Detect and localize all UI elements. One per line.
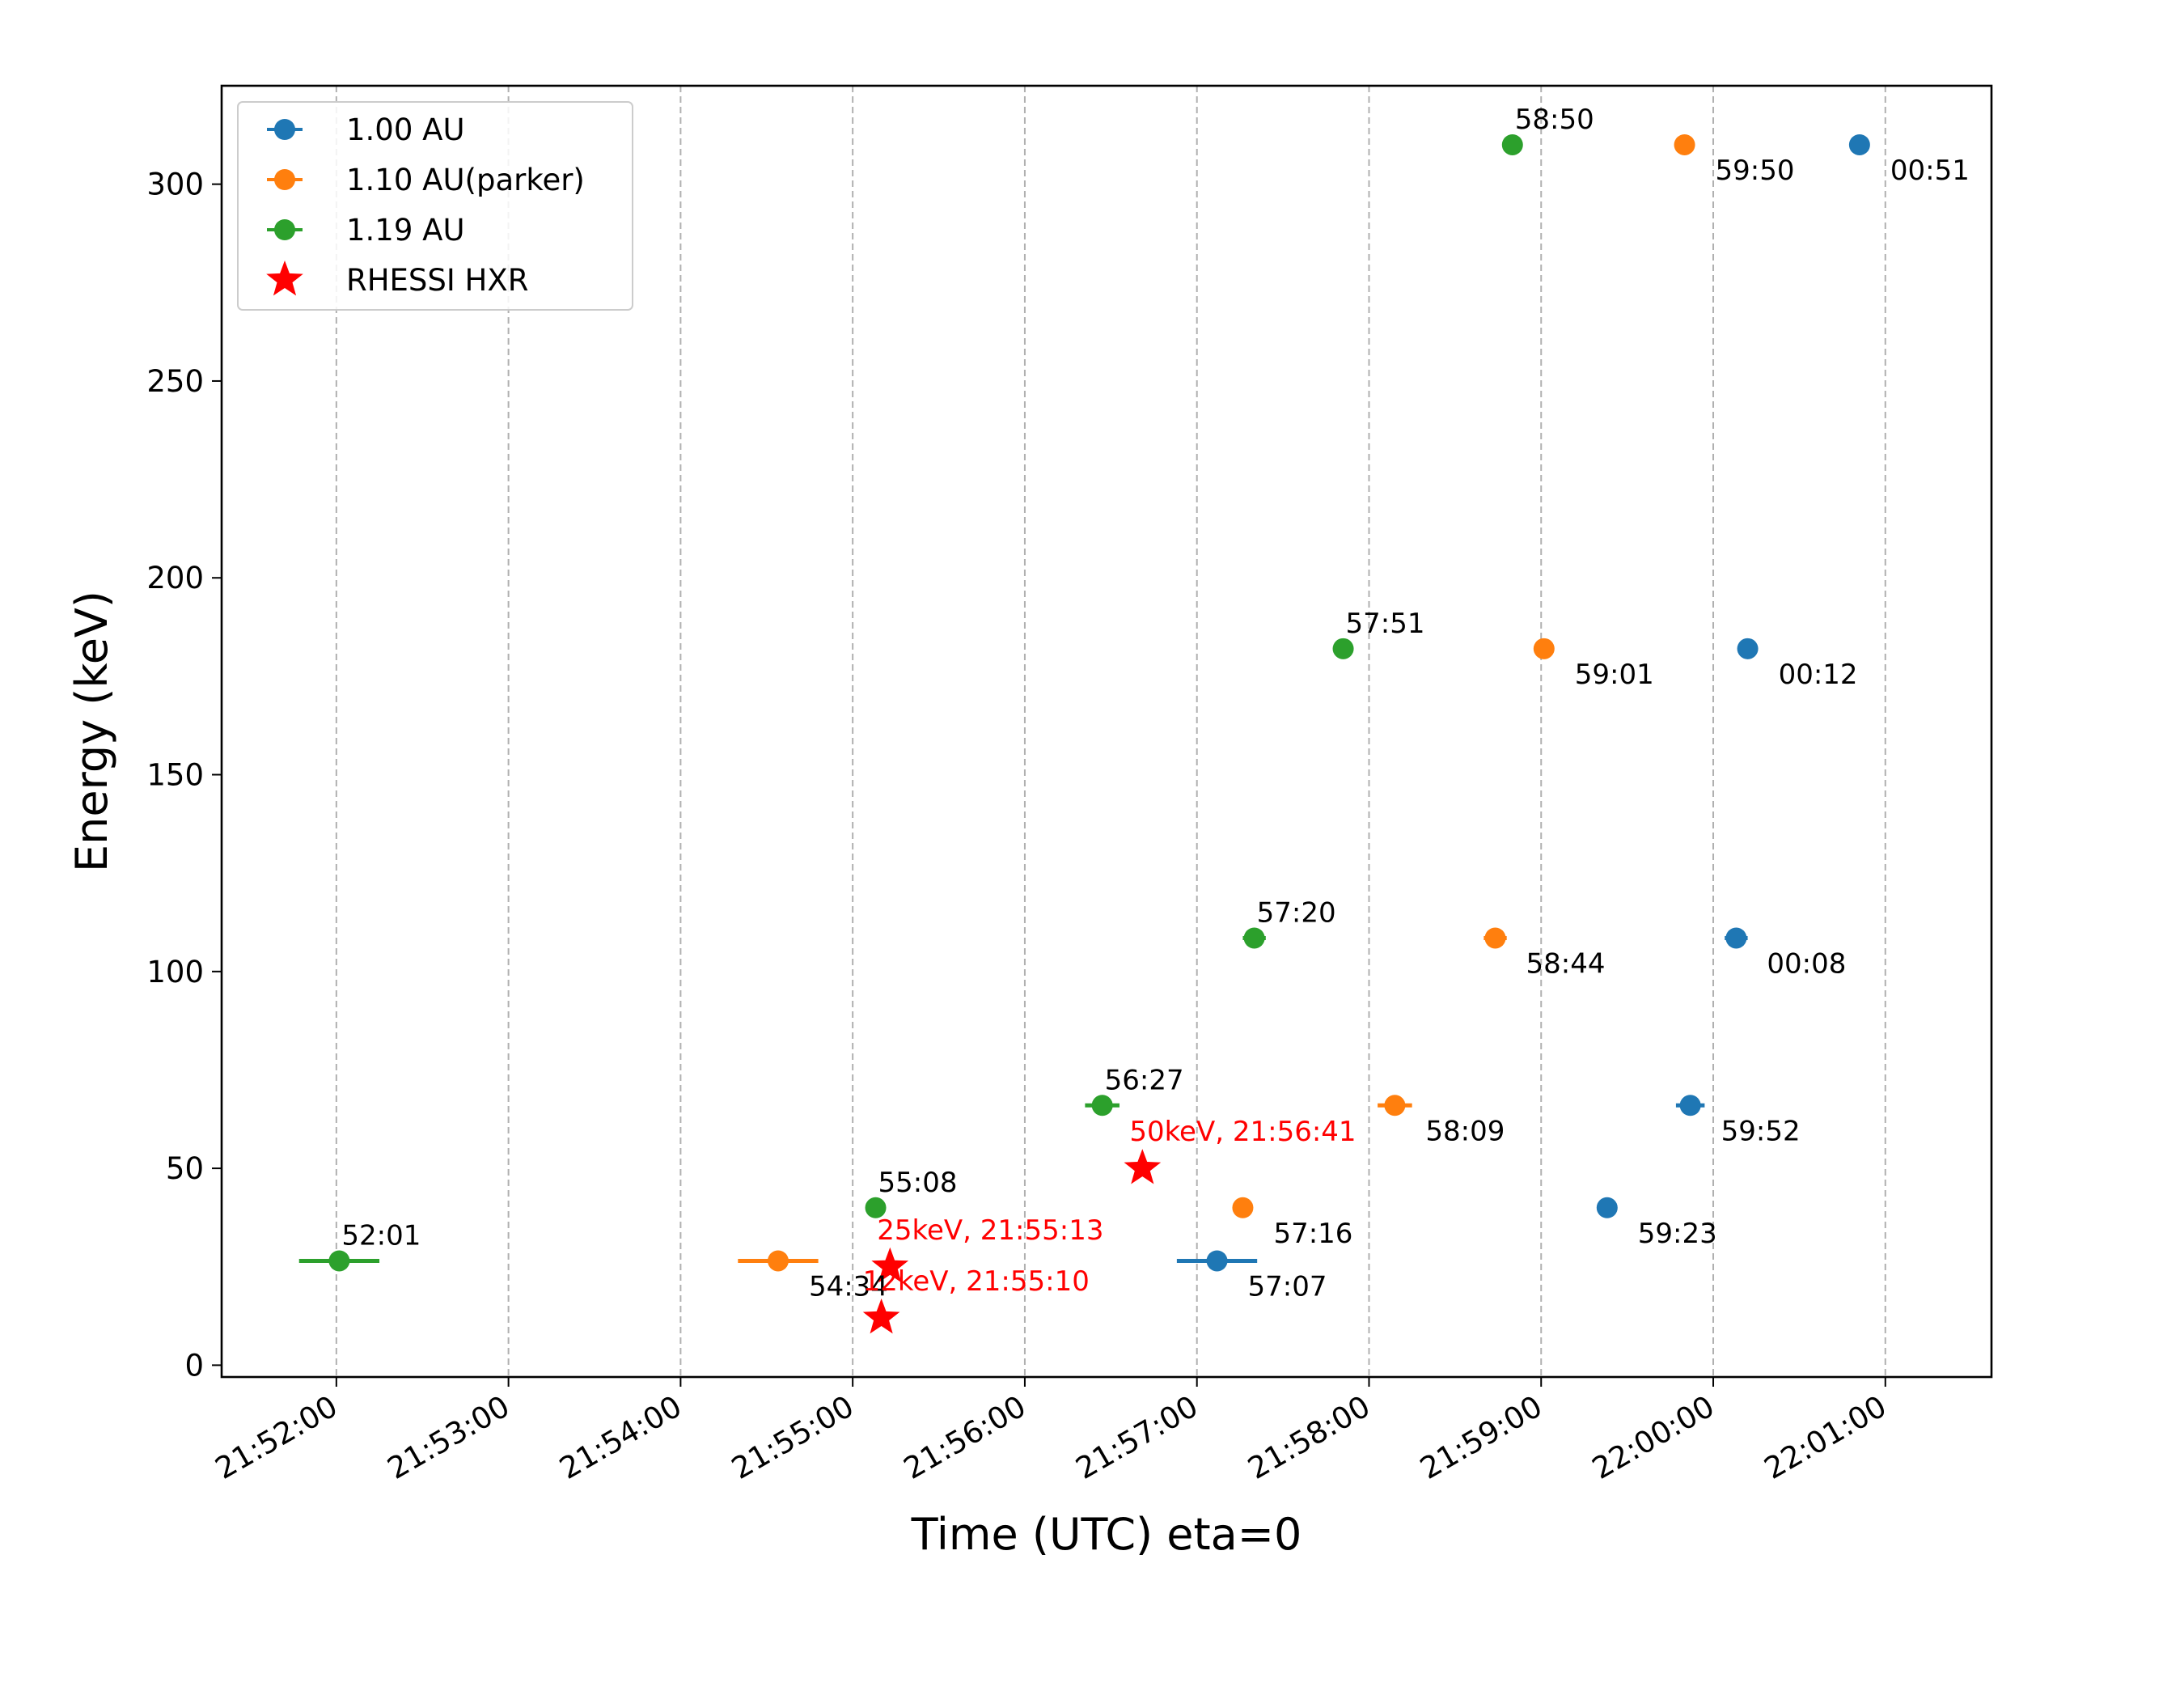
data-point [865, 1197, 887, 1218]
point-label: 57:20 [1257, 896, 1336, 929]
legend: 1.00 AU 1.10 AU(parker) 1.19 AU RHESSI HXR [237, 101, 633, 311]
hxr-star-marker [871, 1247, 909, 1283]
data-point [1725, 927, 1747, 949]
hxr-point-label: 50keV, 21:56:41 [1129, 1116, 1356, 1148]
legend-marker [274, 219, 295, 240]
y-axis-ticks: 0 50 100 150 200 250 300 [146, 167, 222, 1383]
hxr-star-marker [862, 1299, 900, 1334]
data-point [1737, 638, 1759, 659]
point-label: 00:12 [1779, 659, 1858, 691]
data-point [1596, 1197, 1618, 1218]
legend-marker [274, 119, 295, 140]
data-point [1206, 1250, 1228, 1272]
point-label: 57:16 [1273, 1218, 1352, 1250]
data-point [1091, 1095, 1113, 1116]
point-label: 57:51 [1346, 608, 1425, 640]
hxr-point-label: 12keV, 21:55:10 [863, 1265, 1090, 1298]
point-label: 59:01 [1575, 659, 1654, 691]
legend-label: RHESSI HXR [346, 263, 528, 298]
data-point [1674, 133, 1695, 155]
y-tick-label: 300 [146, 167, 204, 202]
data-point [1484, 927, 1506, 949]
data-point [1533, 638, 1555, 659]
y-tick-label: 250 [146, 364, 204, 399]
point-label: 59:23 [1638, 1218, 1717, 1250]
point-label: 52:01 [341, 1219, 421, 1252]
data-points [328, 133, 1870, 1334]
legend-box [237, 101, 633, 311]
data-point [767, 1250, 789, 1272]
y-tick-label: 100 [146, 955, 204, 989]
legend-star-marker [266, 261, 303, 296]
point-label: 59:50 [1716, 155, 1795, 187]
point-label: 58:50 [1515, 104, 1594, 136]
point-label: 00:51 [1890, 155, 1970, 187]
point-label: 55:08 [878, 1167, 958, 1199]
point-label: 54:34 [809, 1270, 888, 1303]
point-label: 58:09 [1425, 1115, 1505, 1147]
data-point [1384, 1095, 1406, 1116]
point-label: 59:52 [1721, 1115, 1801, 1147]
hxr-point-label: 25keV, 21:55:13 [877, 1214, 1103, 1247]
data-point [1501, 133, 1523, 155]
data-point [1332, 638, 1354, 659]
y-axis-label: Energy (keV) [66, 591, 117, 872]
data-point [1232, 1197, 1254, 1218]
legend-marker [274, 169, 295, 190]
point-label: 00:08 [1767, 947, 1846, 980]
point-labels: 57:07 59:23 59:52 00:08 00:12 00:51 54:34 57:16… [341, 104, 1969, 1303]
x-axis-label: Time (UTC) eta=0 [911, 1509, 1302, 1560]
y-tick-label: 0 [184, 1348, 204, 1383]
data-point [1679, 1095, 1701, 1116]
point-label: 57:07 [1248, 1270, 1327, 1303]
point-label: 58:44 [1526, 947, 1606, 980]
hxr-star-marker [1124, 1149, 1162, 1184]
data-point [1848, 133, 1870, 155]
data-point [1243, 927, 1265, 949]
plot-frame [220, 84, 1993, 1379]
legend-label: 1.10 AU(parker) [346, 163, 585, 197]
point-label: 56:27 [1105, 1064, 1184, 1096]
y-tick-label: 200 [146, 561, 204, 595]
grid-lines [335, 86, 1886, 1377]
legend-label: 1.19 AU [346, 213, 465, 248]
y-tick-label: 150 [146, 758, 204, 793]
data-point [328, 1250, 350, 1272]
y-tick-label: 50 [166, 1151, 204, 1186]
legend-label: 1.00 AU [346, 112, 465, 147]
